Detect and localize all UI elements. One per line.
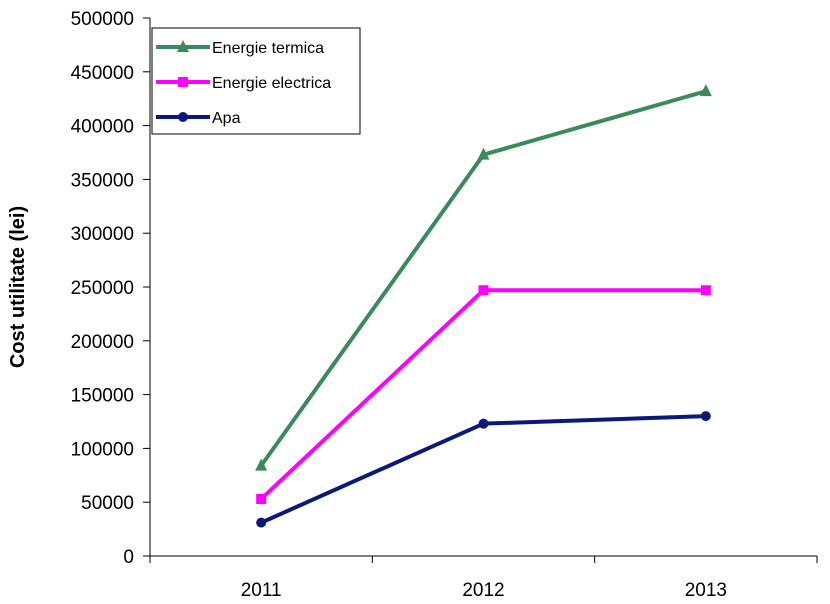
x-tick-label: 2011 <box>241 580 282 601</box>
data-point-circle <box>256 517 267 528</box>
data-point-circle <box>700 411 711 422</box>
legend-label: Energie electrica <box>212 75 331 92</box>
y-tick-label: 450000 <box>71 63 134 84</box>
y-tick-label: 500000 <box>71 9 134 30</box>
data-point-square <box>256 493 267 504</box>
y-tick-label: 350000 <box>71 170 134 191</box>
data-point-triangle <box>255 458 268 471</box>
y-tick-label: 400000 <box>71 117 134 138</box>
series-line <box>259 288 706 501</box>
series-line <box>259 89 707 467</box>
x-tick-labels: 2011 2012 2013 <box>241 580 727 601</box>
legend-label: Energie termica <box>212 40 324 57</box>
y-tick-label: 300000 <box>71 224 134 245</box>
series-3 <box>256 411 711 528</box>
data-point-triangle <box>177 40 189 52</box>
y-tick-labels: 0 50000 100000 150000 200000 250000 300000 3500… <box>71 9 134 568</box>
x-tick-label: 2012 <box>462 580 504 601</box>
axes <box>143 17 818 563</box>
data-point-square <box>700 285 711 296</box>
legend-entry: Energie termica <box>156 40 324 57</box>
data-point-square <box>478 285 489 296</box>
data-point-circle <box>478 418 489 429</box>
y-tick-label: 150000 <box>71 386 134 407</box>
y-tick-label: 200000 <box>71 332 134 353</box>
series-1 <box>255 84 712 471</box>
y-tick-label: 50000 <box>81 493 134 514</box>
y-tick-label: 250000 <box>71 278 134 299</box>
legend: Energie termica Energie electrica Apa <box>151 27 361 135</box>
series-line <box>260 414 706 525</box>
data-point-square <box>178 77 188 87</box>
data-point-triangle <box>699 84 712 97</box>
series-2 <box>256 285 711 504</box>
legend-entry: Apa <box>156 110 241 127</box>
y-tick-label: 100000 <box>71 439 134 460</box>
legend-entry: Energie electrica <box>156 75 331 92</box>
legend-label: Apa <box>212 110 241 127</box>
series-layer <box>255 84 712 528</box>
data-point-circle <box>178 112 188 122</box>
data-point-triangle <box>477 147 490 160</box>
y-axis-title: Cost utilitate (lei) <box>7 206 29 368</box>
y-tick-label: 0 <box>123 547 134 568</box>
x-tick-label: 2013 <box>685 580 727 601</box>
